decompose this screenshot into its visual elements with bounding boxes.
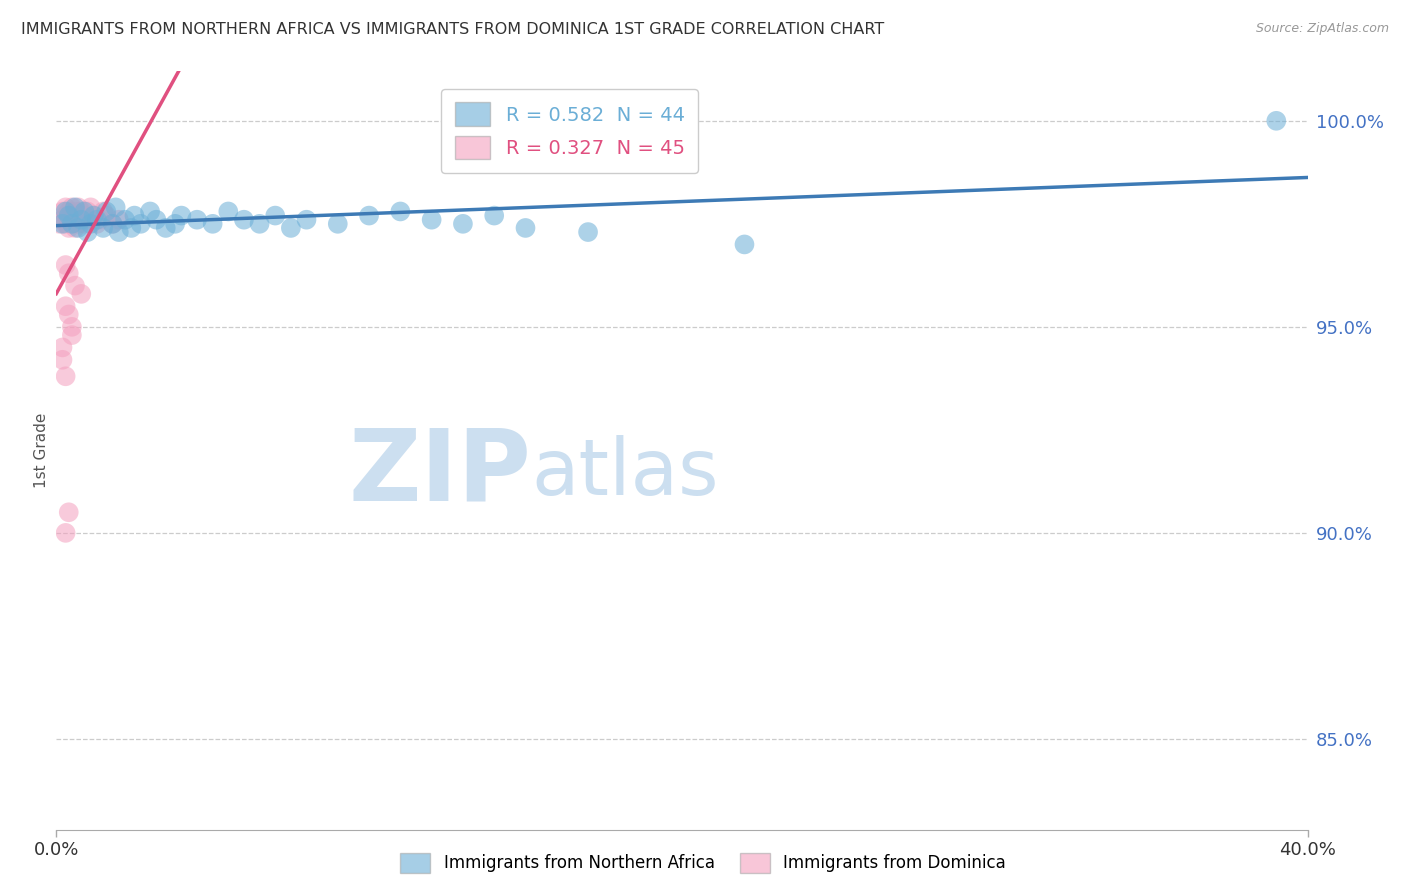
Point [70, 212, 93, 227]
Point [576, 225, 599, 239]
Point [83, 209, 105, 223]
Point [145, 212, 167, 227]
Point [79, 200, 101, 214]
Point [451, 217, 474, 231]
Point [63, 221, 86, 235]
Point [58, 209, 80, 223]
Point [76, 204, 98, 219]
Point [170, 209, 193, 223]
Point [389, 204, 412, 219]
Point [201, 217, 224, 231]
Point [67, 217, 90, 231]
Point [515, 221, 537, 235]
Point [86, 217, 108, 231]
Point [217, 204, 239, 219]
Point [67, 221, 90, 235]
Point [60, 217, 83, 231]
Point [60, 209, 83, 223]
Point [108, 212, 131, 227]
Point [249, 217, 271, 231]
Point [86, 212, 108, 227]
Point [51, 212, 73, 227]
Point [89, 212, 111, 227]
Point [60, 217, 83, 231]
Point [96, 209, 118, 223]
Point [70, 286, 93, 301]
Point [139, 204, 162, 219]
Point [70, 212, 93, 227]
Y-axis label: 1st Grade: 1st Grade [34, 413, 49, 488]
Point [60, 328, 83, 343]
Point [55, 525, 77, 540]
Point [51, 341, 73, 355]
Text: atlas: atlas [531, 435, 720, 511]
Point [359, 209, 381, 223]
Point [420, 212, 443, 227]
Point [129, 217, 152, 231]
Point [91, 204, 114, 219]
Point [124, 209, 146, 223]
Point [48, 217, 70, 231]
Legend: R = 0.582  N = 44, R = 0.327  N = 45: R = 0.582 N = 44, R = 0.327 N = 45 [441, 88, 699, 173]
Point [51, 352, 73, 367]
Point [51, 204, 73, 219]
Point [91, 221, 114, 235]
Point [60, 200, 83, 214]
Point [73, 204, 96, 219]
Point [63, 204, 86, 219]
Point [55, 200, 77, 214]
Point [58, 204, 80, 219]
Point [76, 212, 98, 227]
Point [484, 209, 506, 223]
Point [76, 225, 98, 239]
Point [186, 212, 208, 227]
Point [73, 209, 96, 223]
Point [60, 319, 83, 334]
Point [55, 209, 77, 223]
Point [63, 200, 86, 214]
Point [264, 209, 287, 223]
Text: ZIP: ZIP [349, 425, 531, 522]
Point [67, 209, 90, 223]
Point [55, 204, 77, 219]
Point [67, 200, 90, 214]
Point [101, 217, 124, 231]
Point [83, 209, 105, 223]
Point [108, 225, 131, 239]
Point [55, 369, 77, 384]
Point [58, 308, 80, 322]
Legend: Immigrants from Northern Africa, Immigrants from Dominica: Immigrants from Northern Africa, Immigra… [394, 847, 1012, 880]
Point [58, 505, 80, 519]
Point [58, 266, 80, 280]
Point [63, 212, 86, 227]
Point [114, 212, 136, 227]
Point [63, 278, 86, 293]
Point [55, 258, 77, 272]
Point [326, 217, 349, 231]
Point [233, 212, 256, 227]
Point [51, 217, 73, 231]
Point [55, 299, 77, 313]
Point [73, 217, 96, 231]
Point [280, 221, 302, 235]
Point [120, 221, 142, 235]
Point [165, 217, 187, 231]
Point [58, 221, 80, 235]
Point [55, 217, 77, 231]
Point [79, 217, 101, 231]
Point [295, 212, 318, 227]
Text: Source: ZipAtlas.com: Source: ZipAtlas.com [1256, 22, 1389, 36]
Point [70, 204, 93, 219]
Point [96, 204, 118, 219]
Point [1265, 113, 1288, 128]
Point [734, 237, 756, 252]
Point [104, 200, 127, 214]
Point [155, 221, 177, 235]
Point [58, 212, 80, 227]
Point [101, 217, 124, 231]
Text: IMMIGRANTS FROM NORTHERN AFRICA VS IMMIGRANTS FROM DOMINICA 1ST GRADE CORRELATIO: IMMIGRANTS FROM NORTHERN AFRICA VS IMMIG… [21, 22, 884, 37]
